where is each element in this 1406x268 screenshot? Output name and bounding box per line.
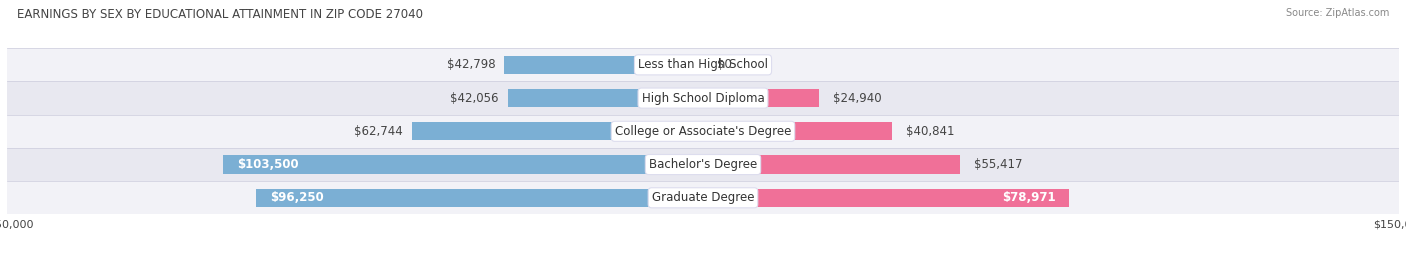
Bar [7, 48, 1399, 81]
Text: $55,417: $55,417 [974, 158, 1022, 171]
Text: $40,841: $40,841 [907, 125, 955, 138]
Bar [7, 181, 1399, 214]
Bar [222, 155, 703, 174]
Bar [508, 89, 703, 107]
Text: $103,500: $103,500 [236, 158, 298, 171]
Text: College or Associate's Degree: College or Associate's Degree [614, 125, 792, 138]
Bar [412, 122, 703, 140]
Bar [703, 89, 818, 107]
Text: High School Diploma: High School Diploma [641, 92, 765, 105]
Text: $62,744: $62,744 [354, 125, 402, 138]
Text: Bachelor's Degree: Bachelor's Degree [650, 158, 756, 171]
Text: Source: ZipAtlas.com: Source: ZipAtlas.com [1285, 8, 1389, 18]
Text: $0: $0 [717, 58, 731, 71]
Text: Less than High School: Less than High School [638, 58, 768, 71]
Text: $78,971: $78,971 [1002, 191, 1056, 204]
Bar [256, 189, 703, 207]
Legend: Male, Female: Male, Female [644, 265, 762, 268]
Text: $42,798: $42,798 [447, 58, 495, 71]
Text: $24,940: $24,940 [832, 92, 882, 105]
Bar [7, 81, 1399, 115]
Text: EARNINGS BY SEX BY EDUCATIONAL ATTAINMENT IN ZIP CODE 27040: EARNINGS BY SEX BY EDUCATIONAL ATTAINMEN… [17, 8, 423, 21]
Text: $96,250: $96,250 [270, 191, 325, 204]
Bar [703, 155, 960, 174]
Bar [7, 148, 1399, 181]
Bar [7, 115, 1399, 148]
Text: Graduate Degree: Graduate Degree [652, 191, 754, 204]
Bar [505, 56, 703, 74]
Bar [703, 189, 1070, 207]
Bar [703, 122, 893, 140]
Text: $42,056: $42,056 [450, 92, 499, 105]
